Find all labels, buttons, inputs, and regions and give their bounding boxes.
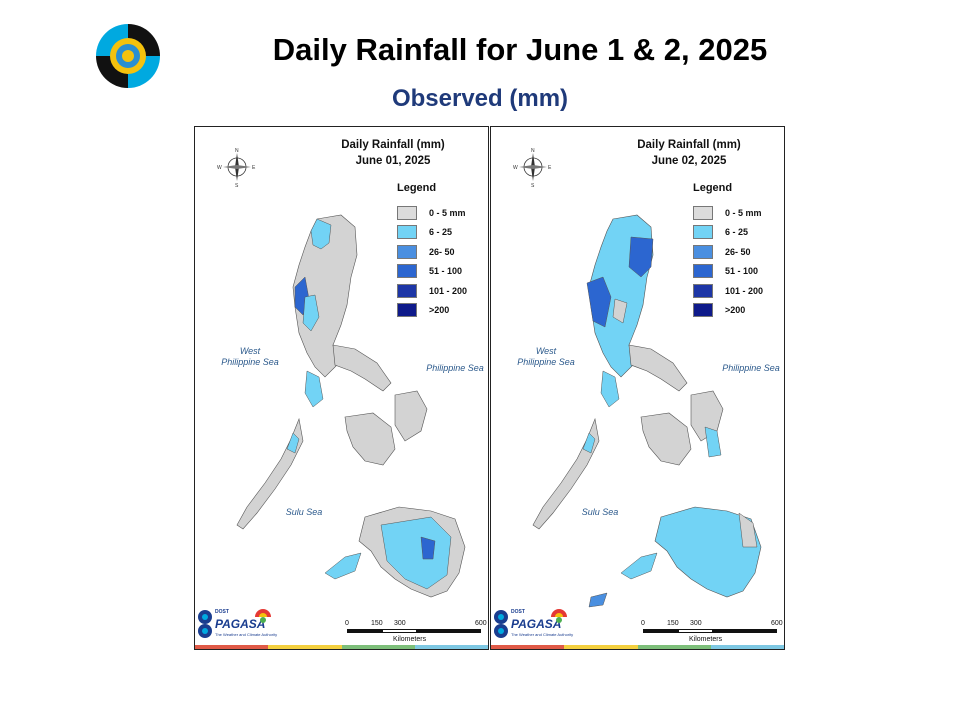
- svg-text:E: E: [252, 165, 256, 171]
- philippines-map: [236, 214, 466, 598]
- rainfall-map-panel-june-02: N S E W Daily Rainfall (mm) June 02, 202…: [490, 126, 785, 650]
- sea-label-east: Philippine Sea: [426, 363, 484, 373]
- legend-item: >200: [397, 301, 467, 321]
- legend: 0 - 5 mm 6 - 25 26- 50 51 - 100 101 - 20…: [693, 203, 763, 320]
- sea-label-west: West Philippine Sea: [517, 346, 575, 367]
- legend-item: 26- 50: [397, 242, 467, 262]
- svg-text:S: S: [235, 183, 239, 187]
- pagasa-logo: [96, 24, 160, 88]
- svg-text:W: W: [217, 165, 222, 171]
- scale-bar: 0 150 300 600 Kilometers: [641, 620, 783, 643]
- legend-item: 26- 50: [693, 242, 763, 262]
- compass-rose: N S E W: [513, 147, 553, 189]
- svg-text:N: N: [235, 148, 239, 154]
- legend-item: 6 - 25: [397, 223, 467, 243]
- legend-item: 6 - 25: [693, 223, 763, 243]
- pagasa-brand: DOST PAGASA The Weather and Climate Auth…: [197, 607, 277, 641]
- legend-item: 0 - 5 mm: [693, 203, 763, 223]
- legend-item: 51 - 100: [397, 262, 467, 282]
- philippines-map: [532, 214, 762, 608]
- svg-text:N: N: [531, 148, 535, 154]
- legend-item: >200: [693, 301, 763, 321]
- page-subtitle: Observed (mm): [391, 85, 569, 112]
- page-title: Daily Rainfall for June 1 & 2, 2025: [272, 32, 768, 67]
- color-strip: [195, 645, 488, 649]
- sea-label-west: West Philippine Sea: [221, 346, 279, 367]
- legend-title: Legend: [693, 182, 733, 194]
- legend-item: 101 - 200: [397, 281, 467, 301]
- legend: 0 - 5 mm 6 - 25 26- 50 51 - 100 101 - 20…: [397, 203, 467, 320]
- scale-bar: 0 150 300 600 Kilometers: [345, 620, 487, 643]
- legend-item: 51 - 100: [693, 262, 763, 282]
- color-strip: [491, 645, 784, 649]
- rainfall-map-panel-june-01: N S E W Daily Rainfall (mm) June 01, 202…: [194, 126, 489, 650]
- panel-title: Daily Rainfall (mm) June 01, 2025: [341, 139, 445, 167]
- legend-item: 101 - 200: [693, 281, 763, 301]
- svg-text:W: W: [513, 165, 518, 171]
- panel-title: Daily Rainfall (mm) June 02, 2025: [637, 139, 741, 167]
- legend-item: 0 - 5 mm: [397, 203, 467, 223]
- sea-label-east: Philippine Sea: [722, 363, 780, 373]
- pagasa-brand: DOST PAGASA The Weather and Climate Auth…: [493, 607, 573, 641]
- sea-label-sulu: Sulu Sea: [581, 507, 619, 517]
- sea-label-sulu: Sulu Sea: [285, 507, 323, 517]
- compass-rose: N S E W: [217, 147, 257, 189]
- svg-text:E: E: [548, 165, 552, 171]
- svg-text:S: S: [531, 183, 535, 187]
- legend-title: Legend: [397, 182, 437, 194]
